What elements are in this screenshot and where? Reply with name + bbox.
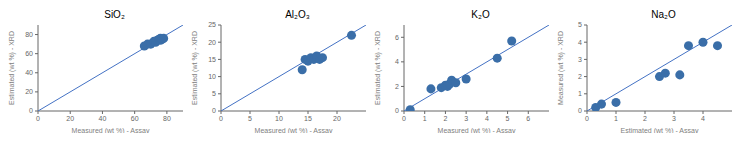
svg-text:Estimated (wt %) - XRD: Estimated (wt %) - XRD [374, 31, 382, 105]
svg-text:0: 0 [36, 115, 40, 122]
svg-text:Estimated (wt %) - XRD: Estimated (wt %) - XRD [8, 31, 16, 105]
svg-text:0: 0 [402, 115, 406, 122]
svg-text:0: 0 [212, 107, 216, 114]
svg-text:5: 5 [212, 90, 216, 97]
svg-text:2: 2 [643, 115, 647, 122]
html-text:Al₂O₃: Al₂O₃ [285, 9, 310, 20]
svg-text:0: 0 [395, 107, 399, 114]
svg-text:4: 4 [578, 39, 582, 46]
svg-text:3: 3 [578, 56, 582, 63]
svg-text:6: 6 [526, 115, 530, 122]
svg-text:20: 20 [333, 115, 341, 122]
svg-text:25: 25 [208, 21, 216, 28]
svg-text:Estimated (wt %) - XRD: Estimated (wt %) - XRD [191, 31, 199, 105]
svg-text:0: 0 [219, 115, 223, 122]
svg-text:0: 0 [29, 107, 33, 114]
svg-text:2: 2 [443, 115, 447, 122]
svg-text:20: 20 [208, 39, 216, 46]
svg-text:3: 3 [464, 115, 468, 122]
svg-text:60: 60 [25, 50, 33, 57]
html-text:SiO₂: SiO₂ [104, 9, 125, 20]
svg-text:4: 4 [395, 58, 399, 65]
svg-text:80: 80 [163, 115, 171, 122]
svg-text:1: 1 [423, 115, 427, 122]
svg-text:Measured (wt %) - Assay: Measured (wt %) - Assay [72, 127, 150, 133]
svg-text:40: 40 [25, 69, 33, 76]
svg-text:Estimated (wt %) - Assay: Estimated (wt %) - Assay [621, 127, 699, 133]
svg-text:15: 15 [208, 56, 216, 63]
svg-text:1: 1 [578, 90, 582, 97]
svg-text:6: 6 [395, 34, 399, 41]
svg-text:10: 10 [208, 73, 216, 80]
svg-text:5: 5 [248, 115, 252, 122]
svg-text:5: 5 [506, 115, 510, 122]
svg-text:4: 4 [701, 115, 705, 122]
svg-text:0: 0 [585, 115, 589, 122]
svg-text:2: 2 [578, 73, 582, 80]
svg-text:60: 60 [131, 115, 139, 122]
svg-text:3: 3 [672, 115, 676, 122]
svg-text:5: 5 [578, 21, 582, 28]
svg-text:15: 15 [304, 115, 312, 122]
svg-text:2: 2 [395, 83, 399, 90]
svg-text:4: 4 [485, 115, 489, 122]
svg-text:Measured (wt %) - Assay: Measured (wt %) - Assay [255, 127, 333, 133]
svg-text:80: 80 [25, 31, 33, 38]
svg-text:20: 20 [66, 115, 74, 122]
svg-text:Measured (wt %) - Assay: Measured (wt %) - Assay [438, 127, 516, 133]
svg-text:Measured (wt %) - XRD: Measured (wt %) - XRD [557, 31, 565, 105]
svg-text:0: 0 [578, 107, 582, 114]
svg-text:20: 20 [25, 88, 33, 95]
svg-text:40: 40 [99, 115, 107, 122]
svg-text:1: 1 [614, 115, 618, 122]
html-text:K₂O: K₂O [471, 9, 490, 20]
svg-text:10: 10 [275, 115, 283, 122]
html-text:Na₂O: Na₂O [651, 9, 676, 20]
